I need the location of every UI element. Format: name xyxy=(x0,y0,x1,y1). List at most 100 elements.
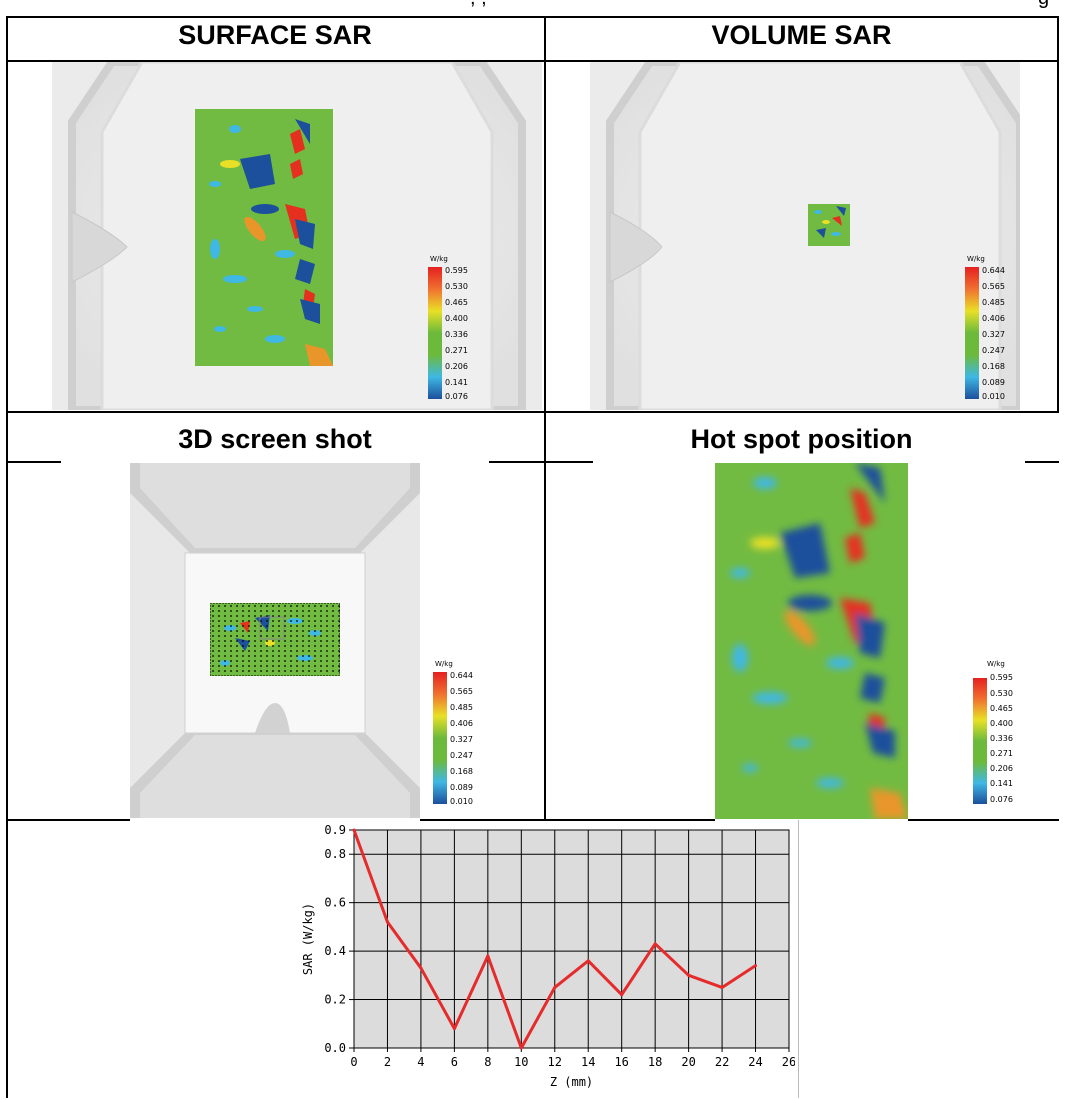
measurement-point xyxy=(212,640,214,642)
measurement-point xyxy=(308,605,310,607)
surface-legend-tick: 0.206 xyxy=(445,362,468,371)
measurement-point xyxy=(278,650,280,652)
surface-legend-tick: 0.271 xyxy=(445,346,468,355)
measurement-point xyxy=(338,665,340,667)
measurement-point xyxy=(290,610,292,612)
measurement-point xyxy=(326,635,328,637)
measurement-point xyxy=(248,620,250,622)
measurement-point xyxy=(212,660,214,662)
sar-data-point xyxy=(620,993,624,997)
measurement-point xyxy=(230,670,232,672)
header-surface-sar: SURFACE SAR xyxy=(178,20,372,50)
measurement-point xyxy=(230,620,232,622)
measurement-point xyxy=(278,645,280,647)
measurement-point xyxy=(314,615,316,617)
measurement-point xyxy=(296,640,298,642)
measurement-point xyxy=(212,615,214,617)
measurement-point xyxy=(284,650,286,652)
measurement-point xyxy=(218,605,220,607)
measurement-point xyxy=(242,660,244,662)
measurement-point xyxy=(224,660,226,662)
sar-data-point xyxy=(519,1046,523,1050)
measurement-point xyxy=(272,660,274,662)
measurement-point xyxy=(326,615,328,617)
y-tick-label: 0.4 xyxy=(324,944,346,958)
sar-data-point xyxy=(452,1027,456,1031)
measurement-point xyxy=(314,640,316,642)
measurement-point xyxy=(248,645,250,647)
measurement-point xyxy=(308,615,310,617)
measurement-point xyxy=(254,655,256,657)
measurement-point xyxy=(290,670,292,672)
measurement-point xyxy=(320,640,322,642)
sar-data-point xyxy=(586,959,590,963)
plot-frame xyxy=(353,829,790,1049)
hotspot-legend-tick: 0.076 xyxy=(990,795,1013,804)
measurement-point xyxy=(320,625,322,627)
measurement-point xyxy=(230,635,232,637)
measurement-point xyxy=(296,655,298,657)
measurement-point xyxy=(218,670,220,672)
measurement-point xyxy=(230,625,232,627)
measurement-point xyxy=(248,625,250,627)
measurement-point xyxy=(314,625,316,627)
measurement-point xyxy=(266,615,268,617)
measurement-point xyxy=(230,605,232,607)
measurement-point xyxy=(218,615,220,617)
measurement-point xyxy=(224,605,226,607)
measurement-point xyxy=(212,645,214,647)
volume-legend-tick: 0.247 xyxy=(982,346,1005,355)
measurement-point xyxy=(296,670,298,672)
measurement-point xyxy=(278,665,280,667)
measurement-point xyxy=(272,610,274,612)
measurement-point xyxy=(302,605,304,607)
measurement-point xyxy=(308,610,310,612)
measurement-point xyxy=(260,660,262,662)
measurement-point xyxy=(332,670,334,672)
measurement-point xyxy=(266,625,268,627)
measurement-point xyxy=(332,655,334,657)
measurement-point xyxy=(314,655,316,657)
measurement-point xyxy=(266,650,268,652)
measurement-point xyxy=(230,655,232,657)
measurement-point xyxy=(260,610,262,612)
measurement-point xyxy=(260,625,262,627)
measurement-point xyxy=(308,640,310,642)
phantom-3d-view xyxy=(130,463,420,818)
x-tick-label: 18 xyxy=(648,1055,662,1069)
measurement-point xyxy=(218,660,220,662)
measurement-point xyxy=(242,635,244,637)
measurement-point xyxy=(248,655,250,657)
measurement-point xyxy=(272,665,274,667)
measurement-point xyxy=(236,635,238,637)
hotspot-legend-unit: W/kg xyxy=(987,660,1005,668)
measurement-point xyxy=(254,665,256,667)
measurement-point xyxy=(254,605,256,607)
measurement-point xyxy=(296,660,298,662)
measurement-point xyxy=(308,625,310,627)
measurement-point xyxy=(284,610,286,612)
measurement-point xyxy=(224,670,226,672)
measurement-point xyxy=(242,650,244,652)
measurement-point xyxy=(248,670,250,672)
measurement-point xyxy=(314,605,316,607)
measurement-point xyxy=(224,630,226,632)
measurement-point xyxy=(320,635,322,637)
page-header-partial: , , xyxy=(470,0,487,10)
chart-cell-right-border xyxy=(798,820,799,1098)
volume-legend-colorbar xyxy=(965,267,979,399)
measurement-point xyxy=(248,650,250,652)
measurement-point xyxy=(314,620,316,622)
measurement-point xyxy=(278,620,280,622)
surface-legend-tick: 0.530 xyxy=(445,282,468,291)
row2-header-line-mid xyxy=(489,461,593,463)
measurement-point xyxy=(314,670,316,672)
measurement-point xyxy=(314,610,316,612)
measurement-point xyxy=(326,670,328,672)
measurement-point xyxy=(326,630,328,632)
measurement-point xyxy=(236,640,238,642)
measurement-point xyxy=(338,670,340,672)
measurement-point xyxy=(302,670,304,672)
measurement-point xyxy=(212,605,214,607)
measurement-point xyxy=(254,615,256,617)
